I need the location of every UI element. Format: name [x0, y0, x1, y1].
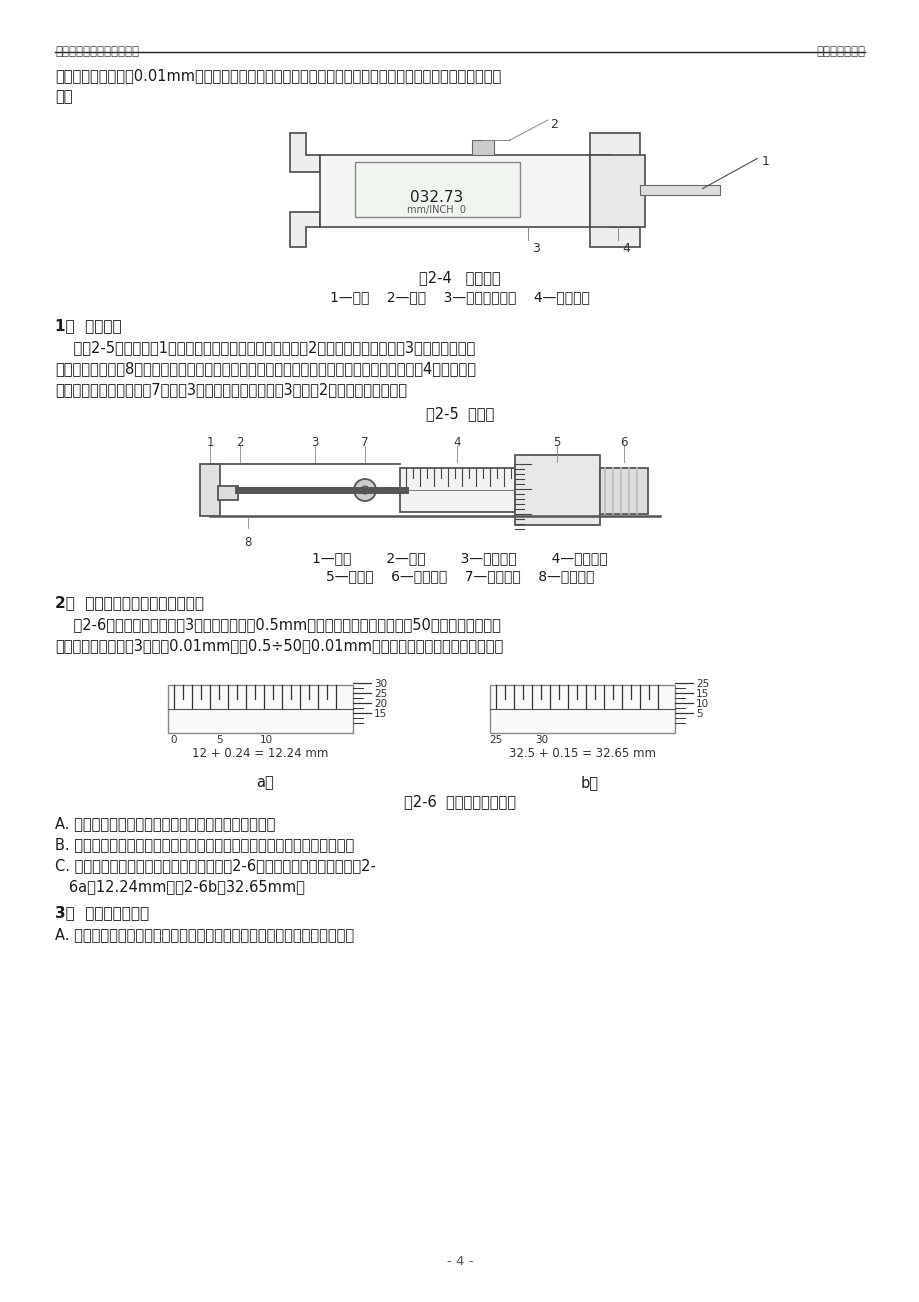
- Text: 5: 5: [217, 736, 223, 745]
- Text: 30: 30: [535, 736, 548, 745]
- Text: mm/INCH  0: mm/INCH 0: [407, 204, 466, 215]
- Bar: [355, 161, 519, 217]
- Bar: [320, 155, 589, 227]
- Text: 2）  千分尺的套筒刻线及读数方法: 2） 千分尺的套筒刻线及读数方法: [55, 595, 204, 611]
- Polygon shape: [289, 212, 320, 247]
- Text: 2: 2: [236, 436, 244, 449]
- Text: 25: 25: [696, 680, 709, 689]
- Text: 1: 1: [761, 155, 769, 168]
- Circle shape: [360, 486, 369, 493]
- Text: 上有刻度。转动锁紧装置7可锁紧3固定不动，当测微螺杆3与测砧2接触时即停止前进。: 上有刻度。转动锁紧装置7可锁紧3固定不动，当测微螺杆3与测砧2接触时即停止前进。: [55, 381, 406, 397]
- Bar: [515, 454, 599, 525]
- Text: 0: 0: [171, 736, 177, 745]
- Bar: [490, 685, 675, 733]
- Text: 5: 5: [552, 436, 560, 449]
- Text: 4: 4: [621, 242, 630, 255]
- Text: A. 先读出固定套筒上露出的刻线整毫米数和半毫米数；: A. 先读出固定套筒上露出的刻线整毫米数和半毫米数；: [55, 816, 275, 831]
- Text: b）: b）: [581, 775, 598, 790]
- Text: 15: 15: [696, 689, 709, 699]
- Text: 8: 8: [244, 536, 252, 549]
- Bar: [218, 486, 238, 500]
- Text: - 4 -: - 4 -: [447, 1255, 472, 1268]
- Text: 20: 20: [374, 699, 387, 710]
- Text: 检验员技能培训: 检验员技能培训: [815, 46, 864, 59]
- Polygon shape: [289, 133, 320, 172]
- Bar: [640, 185, 720, 195]
- Text: 10: 10: [259, 736, 272, 745]
- Text: 032.73: 032.73: [410, 190, 463, 204]
- Text: 6a为12.24mm，图2-6b为32.65mm。: 6a为12.24mm，图2-6b为32.65mm。: [55, 879, 304, 894]
- Text: 制，其分度值一般为0.01mm，但其测量精度比游标卡尺高，而且又比较灵敏，故用来测量加工精度较高的工: 制，其分度值一般为0.01mm，但其测量精度比游标卡尺高，而且又比较灵敏，故用来…: [55, 68, 501, 83]
- Bar: [599, 467, 647, 514]
- Text: B. 看准微分筒上哪一格与固定套筒上基准线对齐，并读出不足半毫米的数；: B. 看准微分筒上哪一格与固定套筒上基准线对齐，并读出不足半毫米的数；: [55, 837, 354, 852]
- Text: 5: 5: [696, 710, 702, 719]
- Text: 3）  使用时注意事项: 3） 使用时注意事项: [55, 905, 149, 921]
- Text: 3: 3: [311, 436, 318, 449]
- Text: 1—尺身    2—尺框    3—公英制转换钮    4—置零按钮: 1—尺身 2—尺框 3—公英制转换钮 4—置零按钮: [330, 290, 589, 303]
- Text: 筒转一格，测微螺杆3就移动0.01mm。即0.5÷50＝0.01mm。千分尺上的读数方法可分三步：: 筒转一格，测微螺杆3就移动0.01mm。即0.5÷50＝0.01mm。千分尺上的…: [55, 638, 503, 654]
- Text: 图2-6  千分尺的读数方法: 图2-6 千分尺的读数方法: [403, 794, 516, 809]
- Text: A. 千分尺的测量面应擦干净，并使两测量面接触，看其微分筒上零线是否与: A. 千分尺的测量面应擦干净，并使两测量面接触，看其微分筒上零线是否与: [55, 927, 354, 943]
- Text: 图2-4   数显卡尺: 图2-4 数显卡尺: [419, 270, 500, 285]
- Text: 25: 25: [374, 689, 387, 699]
- Text: 图2-5  千分尺: 图2-5 千分尺: [425, 406, 494, 421]
- Text: 上覆盖着隔热装置8，以防止使用时的手温传给千分尺，影响测量精度，尺架的右端有固定套筒4，套筒表面: 上覆盖着隔热装置8，以防止使用时的手温传给千分尺，影响测量精度，尺架的右端有固定…: [55, 361, 475, 376]
- Text: 10: 10: [696, 699, 709, 710]
- Text: a）: a）: [255, 775, 274, 790]
- Text: 1—尺架        2—测砧        3—测微螺杆        4—固定套筒: 1—尺架 2—测砧 3—测微螺杆 4—固定套筒: [312, 551, 607, 565]
- Text: 12 + 0.24 = 12.24 mm: 12 + 0.24 = 12.24 mm: [192, 747, 328, 760]
- Text: 2: 2: [550, 118, 557, 132]
- Text: 图2-6中千分尺的测微螺杆3的左端的螺距为0.5mm，当微分筒圆锥面上共刻有50格，因此当活动套: 图2-6中千分尺的测微螺杆3的左端的螺距为0.5mm，当微分筒圆锥面上共刻有50…: [55, 617, 500, 631]
- Text: C. 把两个读数加起来为测得的实际尺寸，图2-6是千分尺所表示的尺寸，图2-: C. 把两个读数加起来为测得的实际尺寸，图2-6是千分尺所表示的尺寸，图2-: [55, 858, 376, 874]
- Circle shape: [354, 479, 376, 501]
- Text: 25: 25: [489, 736, 502, 745]
- Text: 5—微分筒    6—测力装置    7—锁紧装置    8—隔热装置: 5—微分筒 6—测力装置 7—锁紧装置 8—隔热装置: [325, 569, 594, 583]
- Polygon shape: [589, 212, 640, 247]
- Text: 1）  外形结构: 1） 外形结构: [55, 318, 121, 333]
- Text: 7: 7: [361, 436, 369, 449]
- Text: 15: 15: [374, 710, 387, 719]
- Bar: [471, 141, 494, 155]
- Text: 6: 6: [619, 436, 627, 449]
- Bar: [400, 467, 515, 512]
- Text: 件。: 件。: [55, 89, 73, 104]
- Text: 30: 30: [374, 680, 387, 689]
- Text: 1: 1: [206, 436, 213, 449]
- Bar: [168, 685, 353, 733]
- Text: 如图2-5所示，图中1是尺架，尺架的左端装有固定的测砧2，另一端装有测微螺杆3。尺架的两侧面: 如图2-5所示，图中1是尺架，尺架的左端装有固定的测砧2，另一端装有测微螺杆3。…: [55, 340, 475, 355]
- Text: 32.5 + 0.15 = 32.65 mm: 32.5 + 0.15 = 32.65 mm: [508, 747, 655, 760]
- Text: 大庆精工轴承内部培训资料: 大庆精工轴承内部培训资料: [55, 46, 139, 59]
- Text: 4: 4: [453, 436, 460, 449]
- Text: 3: 3: [531, 242, 539, 255]
- Bar: [199, 464, 220, 516]
- Polygon shape: [589, 133, 640, 172]
- Bar: [589, 155, 644, 227]
